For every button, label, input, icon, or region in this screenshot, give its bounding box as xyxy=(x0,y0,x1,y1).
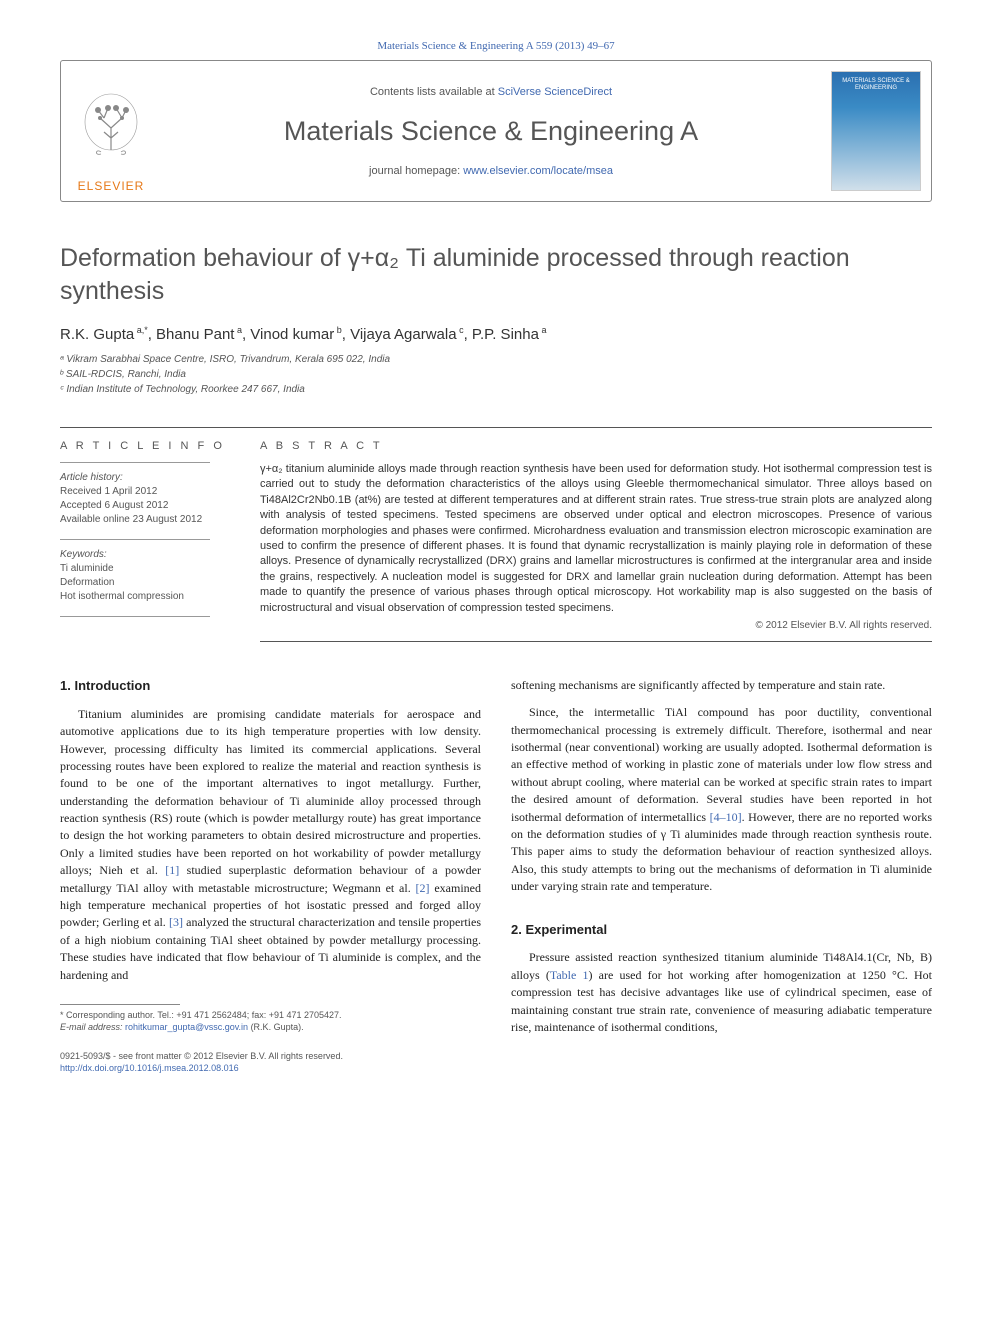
elsevier-tree-icon xyxy=(76,90,146,175)
keyword-2: Deformation xyxy=(60,577,114,588)
email-suffix: (R.K. Gupta). xyxy=(248,1022,304,1032)
citation-1[interactable]: [1] xyxy=(165,863,179,877)
affiliation-c: ᶜ Indian Institute of Technology, Roorke… xyxy=(60,383,932,397)
contents-lists-line: Contents lists available at SciVerse Sci… xyxy=(370,86,612,98)
affiliations: ᵃ Vikram Sarabhai Space Centre, ISRO, Tr… xyxy=(60,353,932,397)
top-citation: Materials Science & Engineering A 559 (2… xyxy=(60,40,932,52)
issn-line: 0921-5093/$ - see front matter © 2012 El… xyxy=(60,1051,481,1063)
history-label: Article history: xyxy=(60,472,123,483)
cover-title-text: MATERIALS SCIENCE & ENGINEERING xyxy=(832,78,920,92)
article-info-label: A R T I C L E I N F O xyxy=(60,440,240,452)
keyword-1: Ti aluminide xyxy=(60,563,114,574)
section-2-heading: 2. Experimental xyxy=(511,921,932,940)
corresponding-email[interactable]: rohitkumar_gupta@vssc.gov.in xyxy=(125,1022,248,1032)
info-rule-3 xyxy=(60,616,210,617)
info-rule-2 xyxy=(60,539,210,540)
experimental-paragraph-1: Pressure assisted reaction synthesized t… xyxy=(511,949,932,1036)
abstract-text: γ+α₂ titanium aluminide alloys made thro… xyxy=(260,462,932,616)
affiliation-b: ᵇ SAIL-RDCIS, Ranchi, India xyxy=(60,368,932,382)
accepted-line: Accepted 6 August 2012 xyxy=(60,500,168,511)
elsevier-logo: ELSEVIER xyxy=(61,61,161,201)
homepage-link[interactable]: www.elsevier.com/locate/msea xyxy=(463,165,613,177)
body-column-right: softening mechanisms are significantly a… xyxy=(511,677,932,1075)
keywords-label: Keywords: xyxy=(60,549,107,560)
keywords-block: Keywords: Ti aluminide Deformation Hot i… xyxy=(60,548,240,604)
contents-prefix: Contents lists available at xyxy=(370,86,498,98)
abstract-copyright: © 2012 Elsevier B.V. All rights reserved… xyxy=(260,620,932,631)
email-label: E-mail address: xyxy=(60,1022,125,1032)
journal-title: Materials Science & Engineering A xyxy=(284,116,698,147)
bottom-info: 0921-5093/$ - see front matter © 2012 El… xyxy=(60,1051,481,1074)
citation-4-10[interactable]: [4–10] xyxy=(710,810,742,824)
online-line: Available online 23 August 2012 xyxy=(60,514,202,525)
homepage-prefix: journal homepage: xyxy=(369,165,463,177)
journal-header: ELSEVIER Contents lists available at Sci… xyxy=(60,60,932,202)
affiliation-a: ᵃ Vikram Sarabhai Space Centre, ISRO, Tr… xyxy=(60,353,932,367)
journal-cover-thumb: MATERIALS SCIENCE & ENGINEERING xyxy=(831,71,921,191)
citation-3[interactable]: [3] xyxy=(169,915,183,929)
intro-paragraph-2: Since, the intermetallic TiAl compound h… xyxy=(511,704,932,895)
intro-p1-a: Titanium aluminides are promising candid… xyxy=(60,707,481,878)
table-1-link[interactable]: Table 1 xyxy=(550,968,589,982)
footnote-rule xyxy=(60,1004,180,1005)
corresponding-author: * Corresponding author. Tel.: +91 471 25… xyxy=(60,1010,481,1022)
footnotes: * Corresponding author. Tel.: +91 471 25… xyxy=(60,1010,481,1033)
citation-2[interactable]: [2] xyxy=(416,881,430,895)
section-1-heading: 1. Introduction xyxy=(60,677,481,696)
article-history-block: Article history: Received 1 April 2012 A… xyxy=(60,471,240,527)
elsevier-label: ELSEVIER xyxy=(78,179,145,193)
doi-link[interactable]: http://dx.doi.org/10.1016/j.msea.2012.08… xyxy=(60,1063,481,1075)
received-line: Received 1 April 2012 xyxy=(60,486,157,497)
scidirect-link[interactable]: SciVerse ScienceDirect xyxy=(498,86,612,98)
body-column-left: 1. Introduction Titanium aluminides are … xyxy=(60,677,481,1075)
intro-p2-a: Since, the intermetallic TiAl compound h… xyxy=(511,705,932,823)
keyword-3: Hot isothermal compression xyxy=(60,591,184,602)
article-title: Deformation behaviour of γ+α₂ Ti alumini… xyxy=(60,242,932,307)
intro-paragraph-1: Titanium aluminides are promising candid… xyxy=(60,706,481,984)
authors-line: R.K. Gupta a,*, Bhanu Pant a, Vinod kuma… xyxy=(60,325,932,343)
intro-continuation: softening mechanisms are significantly a… xyxy=(511,677,932,694)
journal-homepage-line: journal homepage: www.elsevier.com/locat… xyxy=(369,165,613,177)
abstract-label: A B S T R A C T xyxy=(260,440,932,452)
info-rule-1 xyxy=(60,462,210,463)
abstract-bottom-rule xyxy=(260,641,932,642)
